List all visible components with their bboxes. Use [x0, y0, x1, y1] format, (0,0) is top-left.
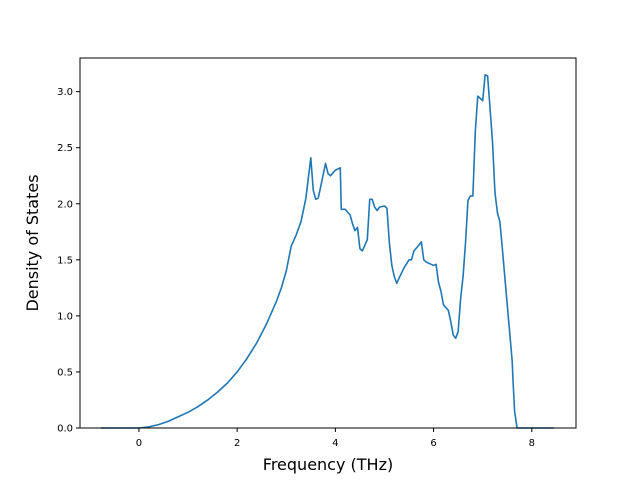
x-tick-label: 6 — [430, 438, 436, 449]
y-tick-label: 3.0 — [57, 87, 73, 98]
x-axis-label: Frequency (THz) — [263, 455, 393, 474]
x-tick-label: 4 — [332, 438, 338, 449]
axes-frame — [79, 57, 577, 429]
x-tick-label: 8 — [529, 438, 535, 449]
y-axis-label: Density of States — [23, 174, 42, 311]
y-tick-label: 2.0 — [57, 199, 73, 210]
y-tick-label: 0.5 — [57, 367, 73, 378]
y-tick-label: 2.5 — [57, 143, 73, 154]
y-tick-label: 1.0 — [57, 311, 73, 322]
y-tick-label: 0.0 — [57, 424, 73, 435]
ticks-layer: 0 2 4 6 8 0.0 0.5 1.0 1.5 2.0 2.5 3.0 — [57, 87, 535, 449]
dos-series-line — [100, 74, 554, 429]
x-tick-label: 2 — [234, 438, 240, 449]
plot-layer — [100, 74, 554, 429]
x-tick-label: 0 — [136, 438, 142, 449]
y-tick-label: 1.5 — [57, 255, 73, 266]
